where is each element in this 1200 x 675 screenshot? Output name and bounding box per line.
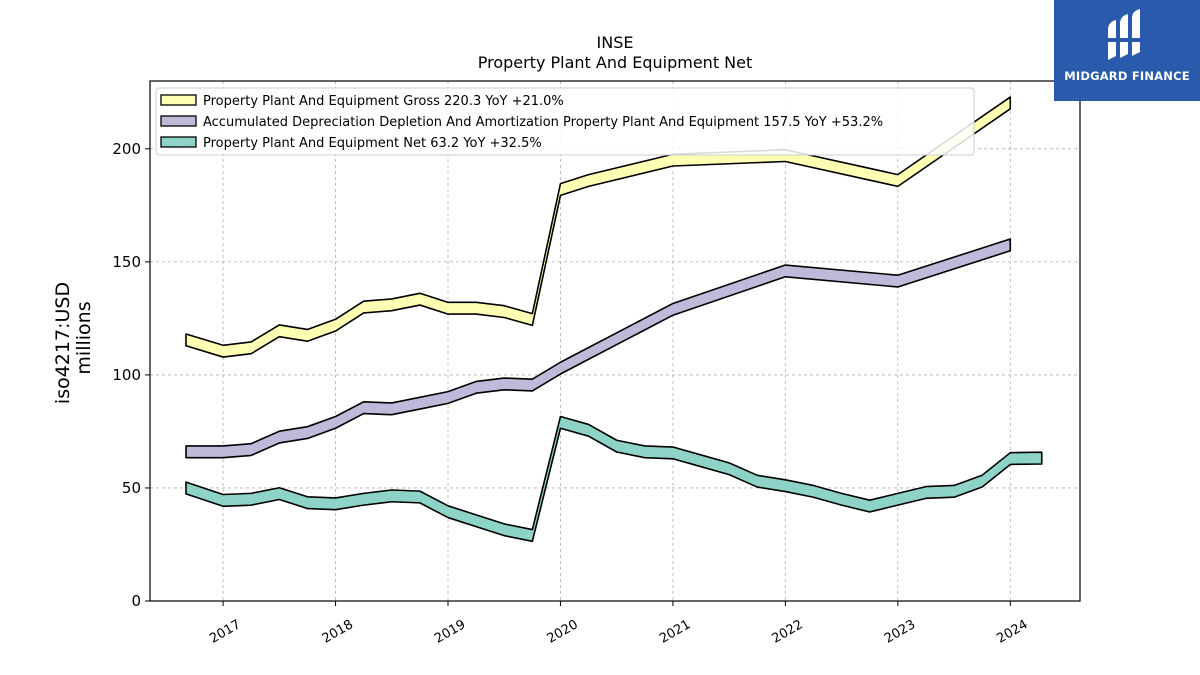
x-tick-label: 2023 (882, 617, 918, 647)
series-line-1 (185, 238, 1012, 459)
x-tick-label: 2019 (432, 617, 468, 647)
series-line-0 (185, 96, 1012, 358)
y-tick-label: 200 (112, 140, 141, 158)
x-tick-label: 2020 (545, 617, 581, 647)
y-axis: 0 50 100 150 200 (112, 140, 150, 610)
y-tick-label: 150 (112, 253, 141, 271)
chart-subtitle: Property Plant And Equipment Net (478, 53, 753, 72)
legend-label-depreciation: Accumulated Depreciation Depletion And A… (203, 115, 883, 130)
x-tick-label: 2017 (207, 617, 243, 647)
plot-frame (149, 80, 1081, 602)
logo-text: MIDGARD FINANCE (1064, 69, 1190, 83)
y-tick-label: 100 (112, 366, 141, 384)
logo-mark-icon (1106, 9, 1144, 60)
x-axis: 2017 2018 2019 2020 2021 2022 2023 2024 (207, 601, 1031, 647)
legend-box (155, 87, 975, 156)
legend: Property Plant And Equipment Gross 220.3… (155, 87, 975, 156)
series-layer (185, 96, 1043, 543)
midgard-finance-logo: MIDGARD FINANCE (1054, 0, 1200, 101)
legend-swatch-depreciation (160, 115, 197, 127)
x-tick-label: 2022 (770, 617, 806, 647)
y-tick-label: 0 (131, 592, 141, 610)
y-tick-label: 50 (122, 479, 141, 497)
x-tick-label: 2024 (994, 617, 1030, 647)
series-line-2 (185, 415, 1043, 543)
chart-title: INSE (597, 33, 634, 52)
legend-swatch-gross (160, 94, 197, 106)
x-tick-label: 2018 (320, 617, 356, 647)
y-axis-label: iso4217:USD (52, 282, 74, 404)
y-axis-label-units: millions (73, 301, 95, 374)
legend-label-net: Property Plant And Equipment Net 63.2 Yo… (203, 136, 542, 151)
legend-swatch-net (160, 136, 197, 148)
x-tick-label: 2021 (657, 617, 693, 647)
legend-label-gross: Property Plant And Equipment Gross 220.3… (203, 94, 564, 109)
